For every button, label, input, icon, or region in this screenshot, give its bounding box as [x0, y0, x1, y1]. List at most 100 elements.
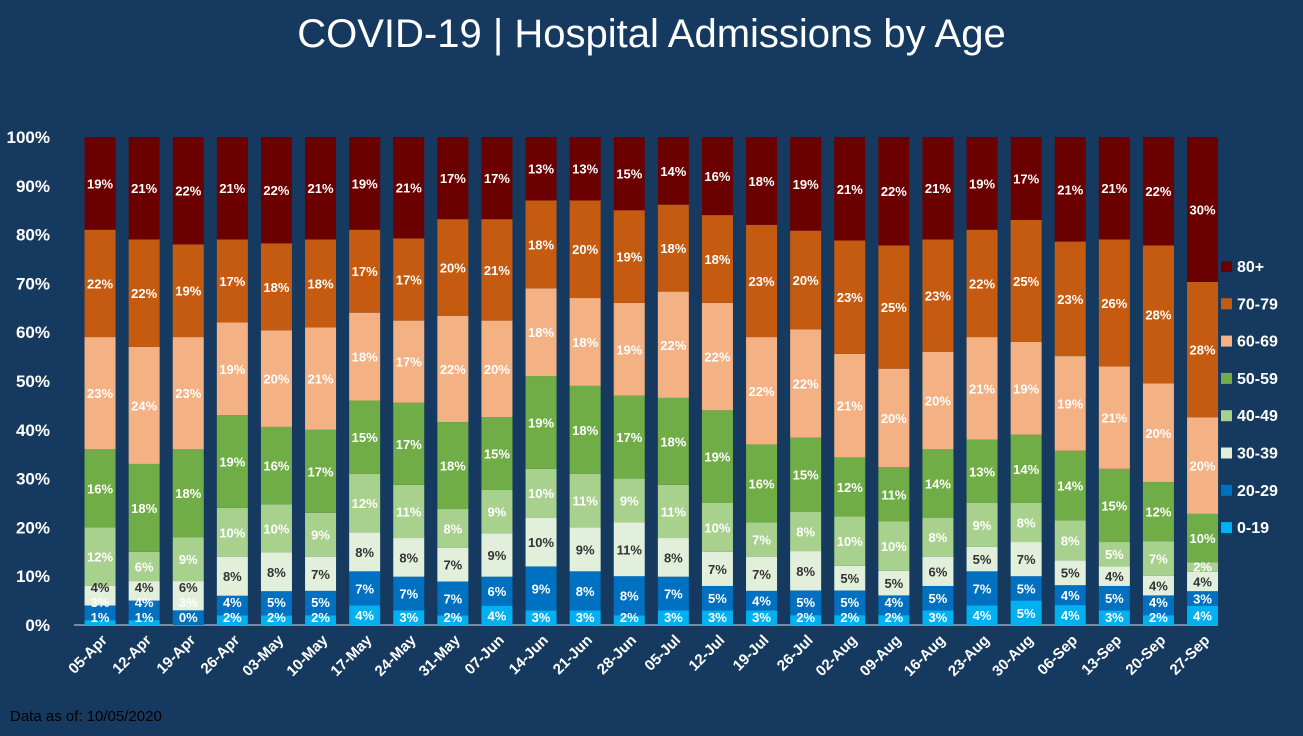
data-label: 8%: [355, 545, 374, 560]
bar-segment-50-59: [216, 415, 248, 508]
bar-segment-70-79: [1142, 245, 1174, 384]
data-label: 7%: [708, 562, 727, 577]
bar-segment-0-19: [437, 615, 469, 625]
data-label: 4%: [1105, 569, 1124, 584]
data-label: 8%: [796, 564, 815, 579]
data-label: 25%: [881, 300, 907, 315]
bar-segment-20-29: [613, 576, 645, 616]
bar-segment-0-19: [1054, 605, 1086, 625]
data-label: 13%: [969, 464, 995, 479]
data-label: 7%: [664, 587, 683, 602]
data-label: 1%: [91, 610, 110, 625]
legend-label: 20-29: [1237, 483, 1278, 500]
bar-segment-70-79: [172, 244, 204, 338]
data-label: 7%: [752, 533, 771, 548]
bar-segment-80+: [878, 137, 910, 246]
bar-segment-70-79: [1010, 219, 1042, 342]
data-label: 12%: [837, 480, 863, 495]
data-label: 9%: [488, 504, 507, 519]
legend-swatch-20-29: [1221, 484, 1232, 496]
bar-segment-60-69: [701, 302, 733, 411]
data-label: 21%: [837, 182, 863, 197]
y-tick-label: 80%: [16, 226, 50, 245]
data-label: 21%: [969, 381, 995, 396]
data-label: 19%: [87, 176, 113, 191]
x-tick-label: 06-Sep: [1034, 632, 1081, 679]
data-label: 21%: [308, 181, 334, 196]
bar-segment-30-39: [746, 556, 778, 591]
bar-segment-80+: [1142, 137, 1174, 246]
data-label: 7%: [311, 567, 330, 582]
data-label: 2%: [311, 610, 330, 625]
bar-segment-70-79: [790, 230, 822, 330]
data-label: 2%: [1193, 560, 1212, 575]
bar-segment-70-79: [128, 239, 160, 347]
bar-segment-30-39: [1054, 560, 1086, 586]
data-label: 8%: [664, 550, 683, 565]
bar-segment-80+: [746, 137, 778, 225]
bar-segment-80+: [834, 137, 866, 241]
bar-segment-80+: [260, 137, 292, 244]
bar-segment-40-49: [128, 551, 160, 582]
bar-segment-50-59: [349, 400, 381, 474]
data-label: 4%: [135, 580, 154, 595]
data-label: 4%: [223, 595, 242, 610]
legend-label: 40-49: [1237, 408, 1278, 425]
bar-segment-40-49: [1010, 503, 1042, 543]
data-label: 9%: [179, 552, 198, 567]
bar-segment-20-29: [878, 595, 910, 616]
data-label: 18%: [528, 237, 554, 252]
data-label: 19%: [793, 177, 819, 192]
data-label: 23%: [749, 274, 775, 289]
bar-segment-80+: [349, 137, 381, 230]
bar-segment-70-79: [349, 229, 381, 313]
bar-segment-60-69: [922, 351, 954, 450]
bar-segment-0-19: [84, 620, 116, 625]
data-label: 18%: [660, 434, 686, 449]
data-label: 4%: [1061, 608, 1080, 623]
data-label: 4%: [973, 608, 992, 623]
data-label: 23%: [87, 386, 113, 401]
data-label: 15%: [616, 167, 642, 182]
bar-segment-50-59: [1187, 513, 1219, 563]
bar-segment-40-49: [790, 511, 822, 552]
legend-label: 30-39: [1237, 446, 1278, 463]
bar-segment-70-79: [701, 215, 733, 303]
bar-segment-60-69: [172, 337, 204, 450]
legend-swatch-0-19: [1221, 522, 1232, 534]
data-label: 3%: [752, 610, 771, 625]
bar-segment-30-39: [613, 522, 645, 577]
data-label: 2%: [884, 610, 903, 625]
data-label: 9%: [488, 548, 507, 563]
data-label: 0%: [179, 610, 198, 625]
data-label: 19%: [175, 284, 201, 299]
legend-swatch-70-79: [1221, 298, 1232, 310]
bar-segment-50-59: [305, 429, 337, 513]
data-label: 3%: [1193, 591, 1212, 606]
bar-segment-60-69: [437, 315, 469, 423]
bar-segment-20-29: [260, 591, 292, 616]
bar-segment-80+: [922, 137, 954, 240]
x-tick-label: 27-Sep: [1167, 632, 1214, 679]
bar-segment-60-69: [216, 322, 248, 416]
legend-swatch-60-69: [1221, 335, 1232, 347]
bar-segment-20-29: [128, 600, 160, 621]
bar-segment-50-59: [746, 444, 778, 523]
bar-segment-30-39: [657, 538, 689, 577]
bar-segment-60-69: [305, 327, 337, 430]
bar-segment-40-49: [878, 521, 910, 571]
bar-segment-80+: [701, 137, 733, 216]
data-label: 10%: [528, 535, 554, 550]
x-tick-label: 16-Aug: [901, 632, 949, 680]
bar-segment-20-29: [525, 566, 557, 611]
data-label: 3%: [576, 610, 595, 625]
bar-segment-70-79: [878, 245, 910, 369]
bar-segment-0-19: [128, 620, 160, 625]
bar-segment-20-29: [1187, 591, 1219, 606]
data-label: 10%: [263, 521, 289, 536]
bar-segment-80+: [84, 137, 116, 230]
bar-segment-30-39: [525, 517, 557, 567]
data-label: 22%: [87, 276, 113, 291]
bar-segment-70-79: [613, 210, 645, 303]
